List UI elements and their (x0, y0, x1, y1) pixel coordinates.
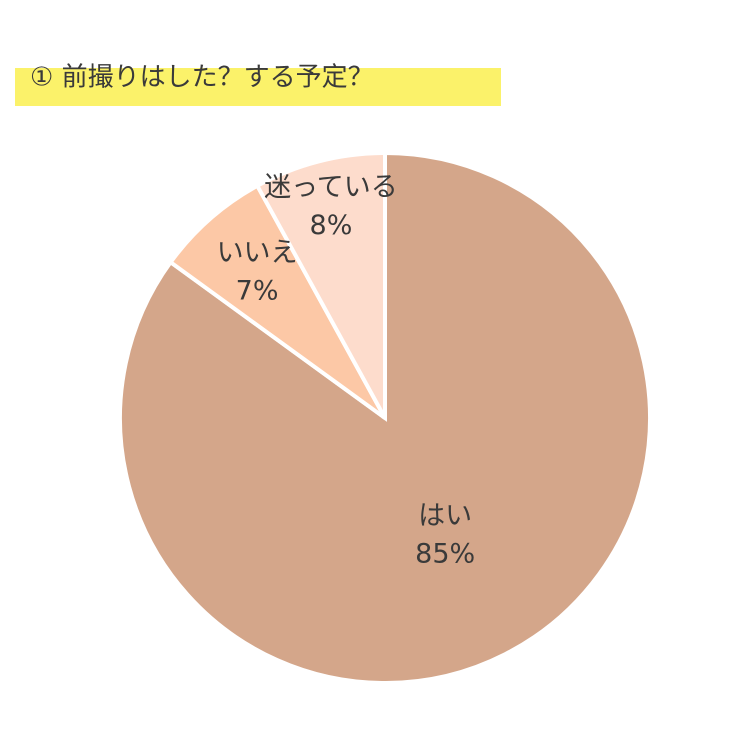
slice-value-label: 8% (310, 210, 353, 241)
slice-label: いいえ (217, 237, 298, 268)
pie-slice (254, 150, 387, 419)
slice-label: 迷っている (264, 172, 398, 203)
slice-value-label: 7% (236, 275, 279, 306)
slice-value-label: 85% (415, 539, 475, 570)
title-highlight (15, 68, 501, 106)
chart-title: ① 前撮りはした？する予定？ (30, 63, 374, 93)
slice-label: はい (418, 501, 472, 532)
pie-slice (167, 183, 387, 420)
